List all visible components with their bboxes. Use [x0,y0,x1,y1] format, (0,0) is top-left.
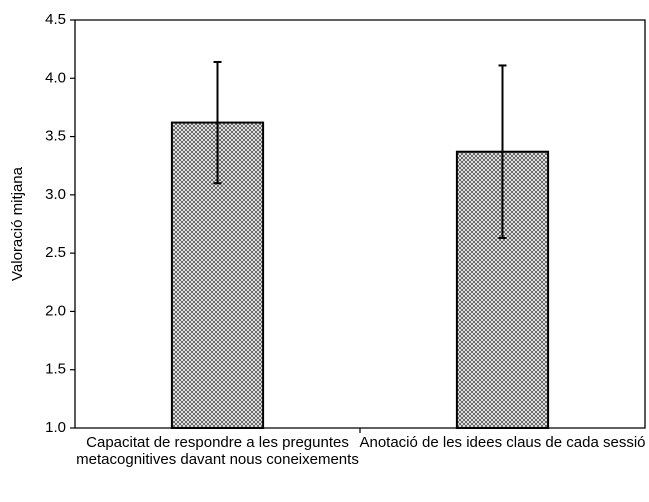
y-tick-label: 2.0 [45,302,66,319]
error-bar [498,64,507,239]
y-axis-label: Valoració mitjana [9,166,26,281]
error-bar [213,60,222,185]
x-tick-label: Anotació de les idees claus de cada sess… [359,434,646,451]
y-tick-label: 1.5 [45,361,66,378]
y-tick-label: 2.5 [45,244,66,261]
y-tick-label: 3.0 [45,186,66,203]
y-tick-label: 3.5 [45,128,66,145]
x-tick-label: Capacitat de respondre a les preguntes m… [76,434,359,468]
plot-frame [74,19,646,429]
y-tick-label: 4.0 [45,69,66,86]
y-tick-label: 4.5 [45,11,66,28]
y-tick-label: 1.0 [45,419,66,436]
